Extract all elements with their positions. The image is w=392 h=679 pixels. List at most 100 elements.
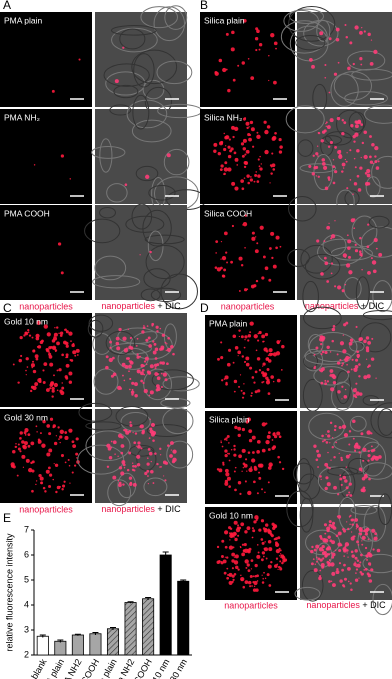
particle [331, 571, 336, 576]
particle [148, 344, 152, 348]
particle [363, 339, 367, 344]
particle [105, 365, 109, 370]
panel-label: A [3, 0, 11, 12]
particle [230, 47, 235, 52]
particle [68, 428, 73, 433]
particle [371, 337, 374, 340]
particle [359, 561, 362, 564]
cell-texture [348, 457, 369, 475]
particle [220, 241, 223, 243]
particle [21, 440, 25, 444]
particle [69, 178, 71, 180]
particle [321, 350, 325, 354]
particle [225, 251, 228, 254]
particle [341, 132, 345, 136]
particle [231, 552, 236, 557]
particle [358, 451, 361, 454]
cell-texture [285, 105, 325, 134]
cell-texture [362, 553, 392, 574]
particle [345, 160, 348, 163]
particle [220, 440, 222, 442]
particle [332, 181, 336, 185]
cell-texture [343, 277, 362, 300]
particle [53, 441, 58, 446]
particle [368, 579, 373, 583]
particle [370, 432, 373, 435]
particle [327, 434, 331, 438]
particle [259, 332, 262, 334]
particle [332, 159, 335, 161]
particle [354, 556, 358, 560]
cell-texture [301, 569, 324, 602]
particle [373, 536, 378, 541]
particle [337, 61, 340, 64]
particle [146, 469, 150, 473]
particle [233, 536, 235, 538]
particle [253, 334, 258, 339]
particle [231, 181, 236, 186]
bar [159, 554, 172, 656]
particle [57, 242, 62, 246]
particle [241, 396, 245, 399]
particle [28, 334, 32, 337]
bar [106, 628, 120, 656]
particle [350, 518, 354, 522]
error-bar [180, 579, 187, 583]
particle [159, 447, 162, 451]
particle [278, 547, 281, 550]
particle [122, 374, 124, 377]
particle [320, 342, 323, 346]
particle [134, 465, 137, 468]
particle [42, 419, 46, 424]
particle [370, 39, 373, 41]
particle [345, 454, 350, 459]
particle [161, 361, 165, 365]
particle [321, 549, 325, 552]
particle [61, 484, 66, 488]
particle [274, 542, 280, 547]
particle [220, 441, 223, 444]
cell-texture [359, 441, 387, 477]
particle [337, 285, 342, 290]
image-label: Silica NH₂ [204, 112, 242, 122]
particle [324, 486, 328, 491]
bar [124, 602, 137, 656]
particle [336, 515, 339, 518]
particle [264, 577, 267, 580]
particle [128, 451, 132, 455]
error-bar [110, 627, 116, 630]
particle [357, 356, 360, 359]
particle [260, 558, 264, 562]
particle [149, 364, 154, 369]
particle [112, 475, 117, 480]
particle [355, 382, 358, 385]
particle [61, 386, 65, 390]
particle [357, 188, 362, 192]
particle [131, 462, 134, 464]
particle [265, 349, 269, 353]
particle [326, 482, 331, 487]
particle [31, 489, 34, 493]
cell-texture [145, 245, 185, 280]
particle [337, 390, 341, 394]
particle [371, 260, 377, 265]
particle [35, 480, 38, 482]
particle [347, 255, 352, 259]
particle [330, 562, 335, 567]
particle [225, 145, 227, 147]
cell-texture [305, 529, 341, 556]
particle [324, 64, 327, 67]
particle [143, 389, 148, 394]
particle [368, 477, 371, 481]
particle [320, 478, 322, 481]
particle [334, 146, 337, 149]
particle [30, 441, 35, 446]
particle [313, 444, 317, 448]
particle [109, 346, 112, 349]
particle [273, 41, 278, 46]
cell-texture [113, 84, 139, 99]
particle [339, 477, 343, 481]
particle [271, 163, 276, 168]
particle [330, 373, 332, 375]
particle [343, 549, 347, 553]
